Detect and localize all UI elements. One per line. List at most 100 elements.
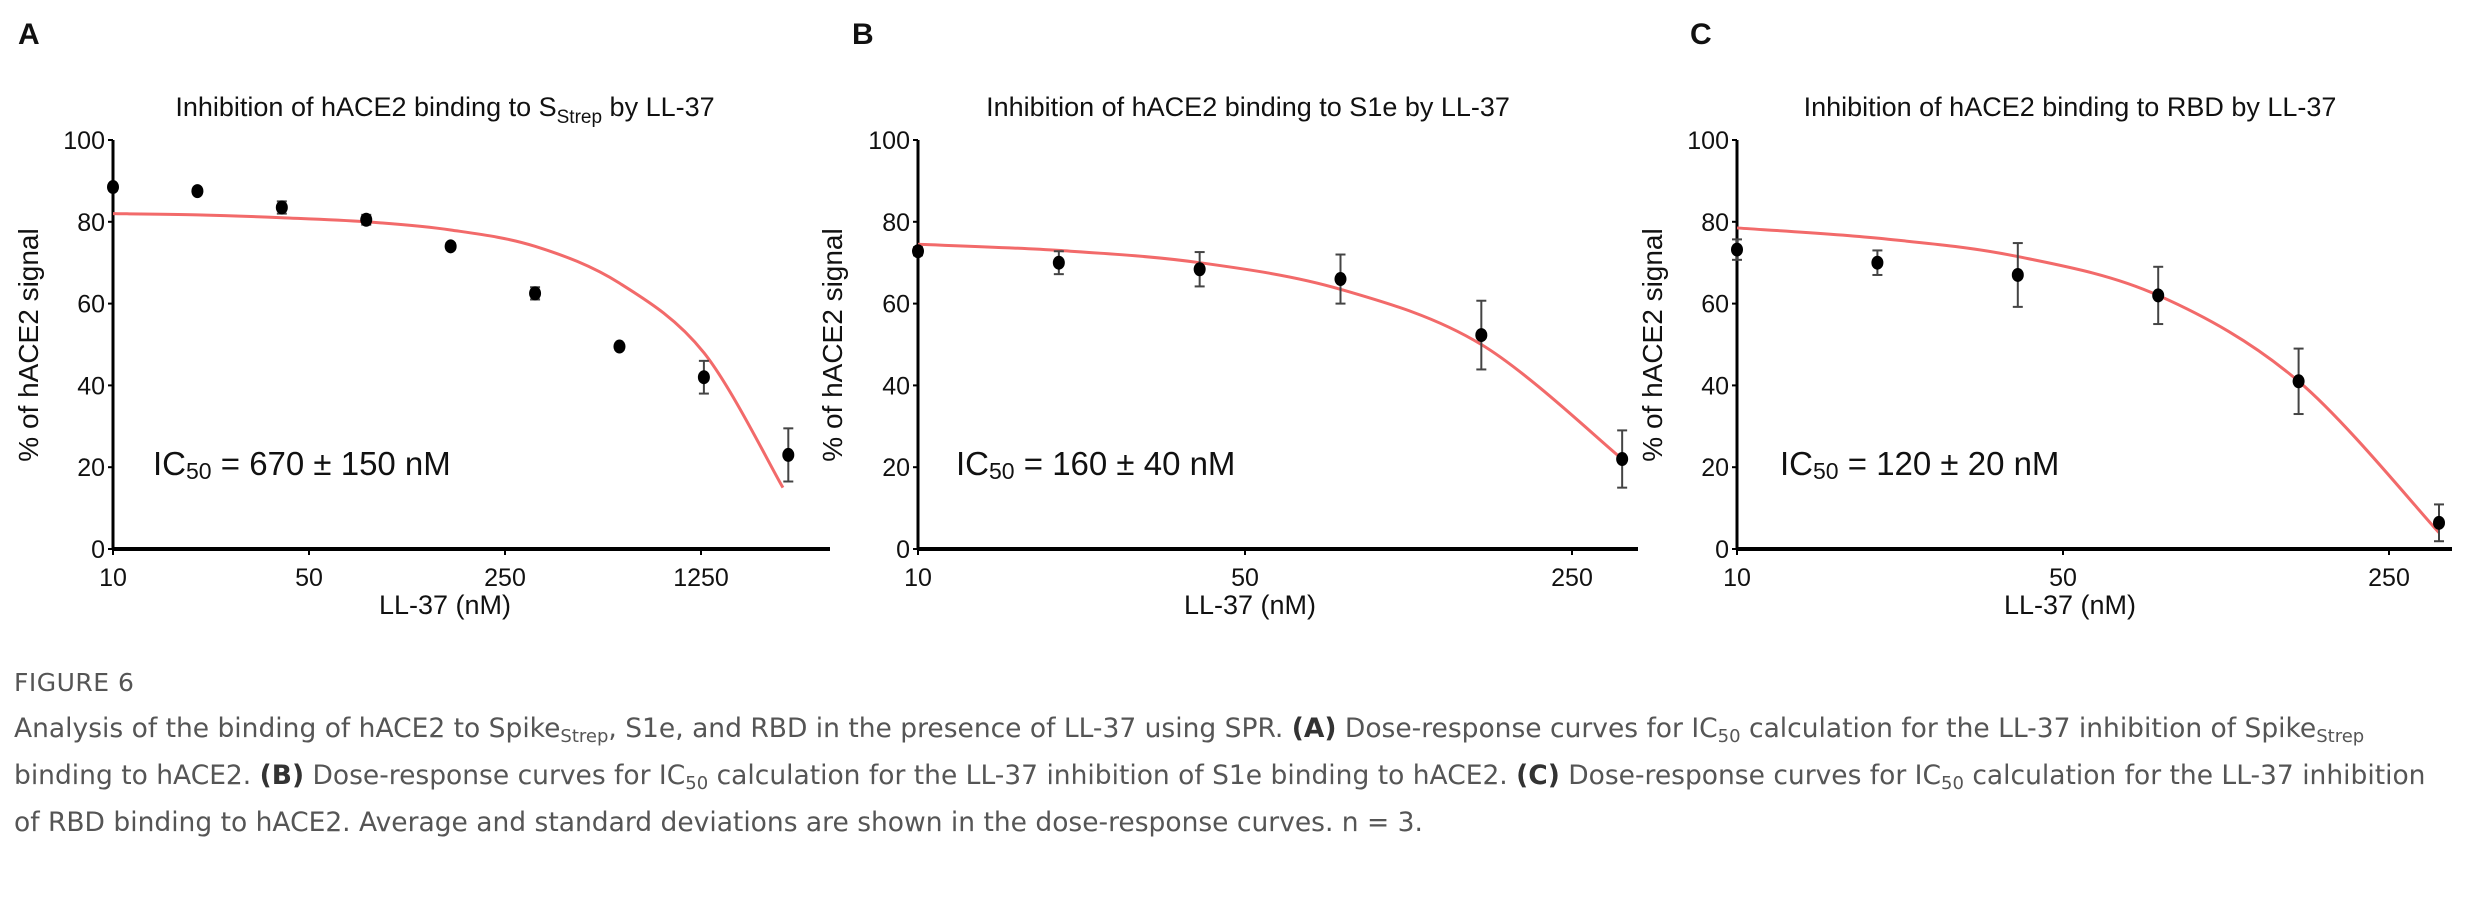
ic50-subscript: 50 [989,458,1015,484]
panel-letter: A [18,18,40,51]
caption-panel-ref: (B) [259,760,305,791]
y-tick-label: 0 [896,536,910,564]
fit-curve [112,212,785,489]
data-point [697,370,710,385]
caption-segment: Dose-response curves for IC [1559,760,1941,791]
y-axis-label: % of hACE2 signal [13,228,44,461]
panel-letter: C [1690,18,1712,51]
y-tick-label: 20 [1701,454,1729,482]
caption-segment: binding to hACE2. [14,760,260,791]
x-axis-label: LL-37 (nM) [2004,590,2136,620]
data-point [275,200,288,215]
data-point [444,239,457,254]
x-tick-label: 10 [1723,564,1751,592]
panel-c: C Inhibition of hACE2 binding to RBD by L… [1637,18,2452,620]
chart-title-text: Inhibition of hACE2 binding to S [175,92,556,122]
data-point [529,286,542,301]
y-tick-label: 20 [77,454,105,482]
ic50-value: = 160 ± 40 nM [1015,445,1236,482]
data-point [782,447,795,462]
chart-title-suffix: by LL-37 [602,92,715,122]
data-point [107,180,119,195]
chart-title-text: Inhibition of hACE2 binding to RBD by LL… [1804,92,2337,122]
y-tick-label: 80 [882,209,910,237]
caption-segment: Dose-response curves for IC [1336,713,1718,744]
x-tick-label: 50 [1231,564,1259,592]
chart-title: Inhibition of hACE2 binding to SStrep by… [175,92,714,128]
y-tick-label: 0 [91,536,105,564]
ic50-subscript: 50 [1813,458,1839,484]
data-point [1052,255,1065,270]
caption-subscript: Strep [560,726,609,747]
data-point [613,339,626,354]
ic50-label: IC [1780,445,1813,482]
caption-segment: calculation for the LL-37 inhibition of … [708,760,1517,791]
fit-curve [1736,226,2441,534]
caption-panel-ref: (C) [1516,760,1560,791]
data-point [2292,374,2305,389]
panel-a: A Inhibition of hACE2 binding to SStrep b… [13,18,830,620]
y-tick-label: 0 [1715,536,1729,564]
ic50-annotation: IC50 = 160 ± 40 nM [956,445,1235,484]
y-tick-label: 100 [868,127,910,155]
data-point [2433,515,2446,530]
ic50-label: IC [956,445,989,482]
y-tick-label: 80 [1701,209,1729,237]
caption-text: Analysis of the binding of hACE2 to Spik… [14,705,2454,846]
x-tick-label: 250 [1551,564,1593,592]
y-tick-label: 80 [77,209,105,237]
chart-title: Inhibition of hACE2 binding to S1e by LL… [986,92,1510,122]
data-point [2152,288,2165,303]
chart-title-text: Inhibition of hACE2 binding to S1e by LL… [986,92,1510,122]
x-tick-label: 250 [484,564,526,592]
x-tick-label: 50 [2049,564,2077,592]
fit-curve [917,242,1624,461]
y-tick-label: 40 [1701,372,1729,400]
x-axis-label: LL-37 (nM) [1184,590,1316,620]
x-tick-label: 250 [2368,564,2410,592]
data-point [1475,328,1488,343]
y-axis-label: % of hACE2 signal [1637,228,1668,461]
figure-panels: A Inhibition of hACE2 binding to SStrep b… [13,18,2452,620]
y-tick-label: 60 [1701,291,1729,319]
ic50-value: = 670 ± 150 nM [212,445,451,482]
caption-segment: calculation for the LL-37 inhibition of … [1740,713,2317,744]
x-tick-label: 10 [99,564,127,592]
x-axis-label: LL-37 (nM) [379,590,511,620]
data-point [912,244,924,259]
y-tick-label: 40 [77,372,105,400]
figure-caption: FIGURE 6 Analysis of the binding of hACE… [14,668,2454,846]
x-tick-label: 10 [904,564,932,592]
caption-panel-ref: (A) [1291,713,1337,744]
y-tick-label: 20 [882,454,910,482]
caption-subscript: 50 [1941,773,1964,794]
x-tick-label: 1250 [673,564,729,592]
data-point [2011,267,2024,282]
panel-b: B Inhibition of hACE2 binding to S1e by L… [817,18,1638,620]
data-point [191,184,204,199]
panel-letter: B [852,18,874,51]
caption-segment: Dose-response curves for IC [304,760,686,791]
y-tick-label: 100 [1687,127,1729,155]
ic50-label: IC [153,445,186,482]
y-tick-label: 100 [63,127,105,155]
caption-subscript: 50 [685,773,709,794]
chart-title-subscript: Strep [557,107,602,128]
data-point [1616,452,1629,467]
data-point [1193,262,1206,277]
data-point [1334,272,1347,287]
x-tick-label: 50 [295,564,323,592]
ic50-annotation: IC50 = 120 ± 20 nM [1780,445,2059,484]
caption-segment: calculation for the LL-37 inhibition of … [14,760,2426,838]
caption-subscript: Strep [2316,726,2365,747]
caption-segment: Analysis of the binding of hACE2 to Spik… [14,713,561,744]
y-tick-label: 60 [77,291,105,319]
ic50-annotation: IC50 = 670 ± 150 nM [153,445,451,484]
chart-title: Inhibition of hACE2 binding to RBD by LL… [1804,92,2337,122]
ic50-subscript: 50 [186,458,212,484]
data-point [1731,242,1743,257]
data-point [360,212,373,227]
caption-segment: , S1e, and RBD in the presence of LL-37 … [608,713,1292,744]
y-axis-label: % of hACE2 signal [817,228,848,461]
